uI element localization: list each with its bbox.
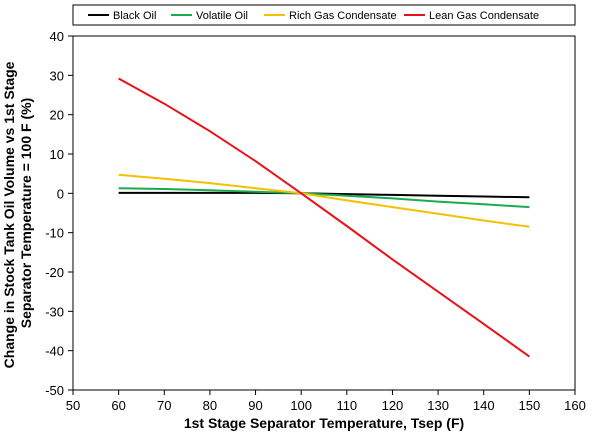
- y-axis: -50 -40 -30 -20 -10 0 10 20 30 40: [45, 29, 73, 398]
- y-tick-label: 20: [50, 108, 64, 123]
- y-tick-label: -20: [45, 265, 64, 280]
- x-tick-label: 80: [203, 398, 217, 413]
- y-tick-label: 30: [50, 68, 64, 83]
- x-tick-label: 60: [111, 398, 125, 413]
- x-tick-label: 70: [157, 398, 171, 413]
- legend-box: [72, 4, 576, 26]
- legend-label: Lean Gas Condensate: [429, 10, 539, 22]
- x-tick-label: 50: [66, 398, 80, 413]
- y-tick-label: -50: [45, 383, 64, 398]
- x-axis: 50 60 70 80 90 100 110 120 130 140 150 160: [66, 390, 586, 413]
- y-axis-title: Change in Stock Tank Oil Volume vs 1st S…: [1, 58, 34, 369]
- x-axis-title: 1st Stage Separator Temperature, Tsep (F…: [184, 415, 464, 431]
- plot-frame: [72, 35, 576, 391]
- series-line-lean-gas-condensate: [118, 77, 530, 358]
- series-line-volatile-oil: [118, 187, 530, 209]
- y-tick-label: 10: [50, 147, 64, 162]
- x-tick-label: 90: [248, 398, 262, 413]
- legend-label: Volatile Oil: [196, 10, 248, 22]
- y-tick-label: 40: [50, 29, 64, 44]
- x-tick-label: 120: [382, 398, 404, 413]
- legend-label: Rich Gas Condensate: [289, 10, 397, 22]
- x-tick-label: 150: [519, 398, 541, 413]
- y-axis-title-line-1: Change in Stock Tank Oil Volume vs 1st S…: [1, 61, 17, 368]
- x-tick-label: 140: [473, 398, 495, 413]
- y-tick-label: -10: [45, 226, 64, 241]
- x-tick-label: 130: [427, 398, 449, 413]
- plot-area: [72, 35, 576, 391]
- y-tick-label: -30: [45, 304, 64, 319]
- series-line-rich-gas-condensate: [118, 173, 530, 228]
- x-tick-label: 110: [336, 398, 357, 413]
- x-tick-label: 160: [564, 398, 586, 413]
- x-tick-label: 100: [290, 398, 312, 413]
- legend: Black Oil Volatile Oil Rich Gas Condensate…: [72, 4, 576, 26]
- series-group: [118, 77, 530, 358]
- y-axis-title-line-2: Separator Temperature = 100 F (%): [18, 98, 34, 328]
- legend-label: Black Oil: [113, 10, 156, 22]
- y-tick-label: 0: [57, 186, 64, 201]
- y-tick-label: -40: [45, 344, 64, 359]
